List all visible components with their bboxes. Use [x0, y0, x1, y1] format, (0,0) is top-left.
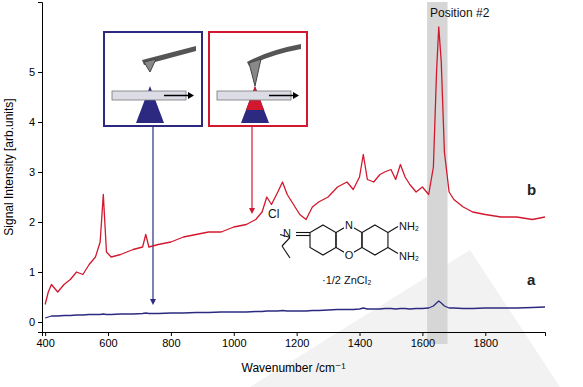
scan-arrow	[269, 95, 295, 97]
y-axis: 0 1 2 3 4 5	[29, 3, 43, 333]
x-tick-mark	[297, 332, 298, 336]
x-tick-label: 1200	[285, 337, 309, 349]
series-label: b	[527, 181, 536, 198]
x-tick: 1800	[474, 332, 498, 349]
x-tick: 1600	[411, 332, 435, 349]
x-tick: 400	[36, 332, 54, 349]
y-tick-mark	[38, 222, 42, 223]
structure	[280, 225, 398, 258]
structure-label: Cl	[268, 207, 279, 221]
tip	[144, 59, 156, 72]
label-patch	[344, 219, 354, 230]
x-tick-mark	[45, 332, 46, 336]
y-tick-mark	[38, 72, 42, 73]
bond	[282, 246, 290, 258]
x-tick-label: 1800	[474, 337, 498, 349]
x-tick-mark	[422, 332, 423, 336]
y-tick-mark	[38, 172, 42, 173]
y-axis-line	[38, 3, 43, 333]
x-tick-label: 1400	[348, 337, 372, 349]
y-tick: 0	[29, 316, 42, 328]
series-line	[45, 301, 545, 318]
y-tick: 3	[29, 166, 42, 178]
structure-label: N	[345, 219, 353, 231]
x-axis: 400 600 800 1000 1200 1400 1600 1800	[36, 332, 545, 349]
y-tick: 2	[29, 216, 42, 228]
inset-frame	[104, 32, 202, 126]
y-tick-mark	[38, 322, 42, 323]
x-tick-mark	[234, 332, 235, 336]
pointer-head	[150, 299, 156, 305]
y-tick-mark	[38, 122, 42, 123]
bond	[388, 227, 398, 233]
y-tick: 5	[29, 66, 42, 78]
chart: b a 0 1 2 3 4 5 400 600 800 1000 1200 1400 1600 1800 Wav…	[0, 0, 583, 387]
x-tick-label: 600	[99, 337, 117, 349]
x-tick: 800	[162, 332, 180, 349]
x-axis-title: Wavenumber /cm⁻¹	[242, 361, 346, 375]
y-tick-label: 3	[29, 166, 35, 178]
label-patch	[344, 250, 354, 261]
y-tick-label: 1	[29, 266, 35, 278]
annotation: Position #2	[430, 6, 490, 20]
tip	[249, 59, 261, 86]
inset-frame	[209, 32, 307, 126]
pointer-head	[249, 208, 255, 214]
x-tick-label: 1000	[222, 337, 246, 349]
x-tick-mark	[171, 332, 172, 336]
x-tick: 1400	[348, 332, 372, 349]
ring	[310, 225, 336, 255]
bond	[282, 238, 290, 247]
x-tick: 1200	[285, 332, 309, 349]
y-tick: 1	[29, 266, 42, 278]
bond	[296, 235, 310, 236]
x-tick-label: 1600	[411, 337, 435, 349]
bond	[296, 232, 310, 233]
ring	[362, 225, 388, 255]
x-tick-label: 800	[162, 337, 180, 349]
y-tick-label: 0	[29, 316, 35, 328]
y-axis-title: Signal Intensity [arb.units]	[2, 98, 16, 235]
structure-label: NH₂	[399, 220, 419, 232]
x-axis-line	[43, 333, 546, 337]
structure-label: O	[345, 249, 354, 261]
x-tick: 600	[99, 332, 117, 349]
x-tick-label: 400	[36, 337, 54, 349]
pointer	[251, 126, 252, 210]
scan-arrow-head	[293, 92, 299, 99]
scan-arrow	[164, 95, 190, 97]
x-tick-mark	[485, 332, 486, 336]
pointer	[152, 126, 153, 301]
structure-label: N	[283, 227, 291, 239]
inset	[209, 32, 307, 126]
bond	[388, 248, 398, 254]
y-tick: 4	[29, 116, 42, 128]
structure-label: ·1/2 ZnCl₂	[322, 274, 372, 286]
x-tick-mark	[108, 332, 109, 336]
scan-arrow-head	[188, 92, 194, 99]
inset	[104, 32, 202, 126]
y-tick-label: 5	[29, 66, 35, 78]
structure-label: NH₂	[399, 250, 419, 262]
y-tick-label: 4	[29, 116, 35, 128]
y-tick-mark	[38, 272, 42, 273]
plot-area	[45, 27, 545, 318]
series-label: a	[527, 271, 536, 288]
series-line	[45, 27, 545, 305]
y-tick-label: 2	[29, 216, 35, 228]
x-tick-mark	[360, 332, 361, 336]
x-tick: 1000	[222, 332, 246, 349]
